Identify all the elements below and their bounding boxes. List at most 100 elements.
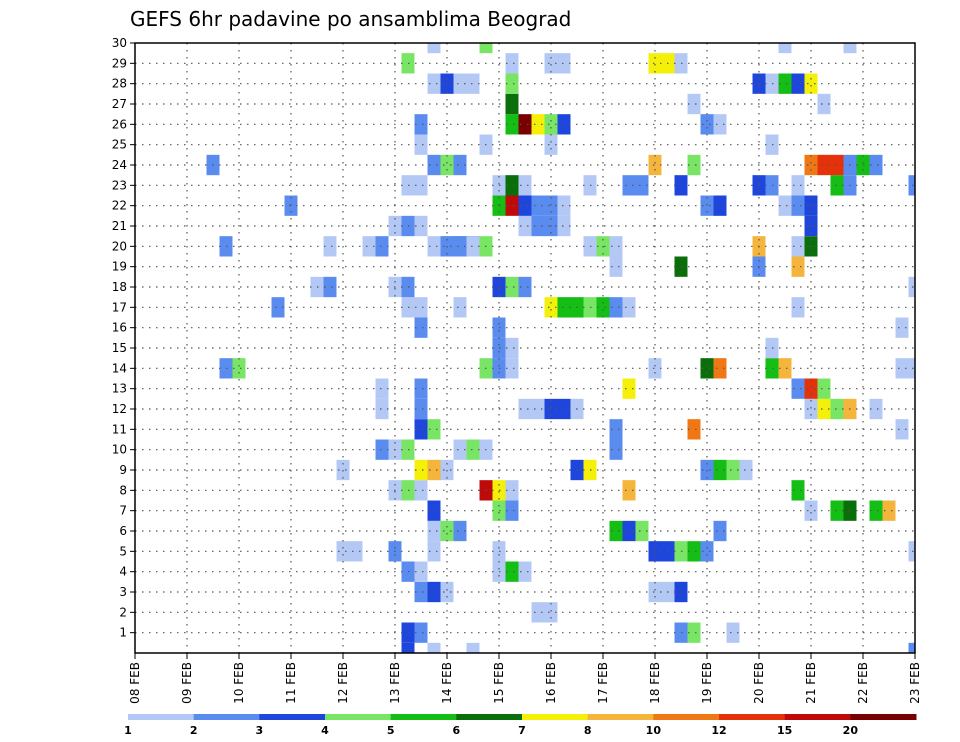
- heatmap-cell: [505, 480, 519, 501]
- heatmap-cell: [414, 114, 428, 135]
- heatmap-cell: [557, 398, 571, 420]
- x-tick-label: 22 FEB: [856, 662, 870, 704]
- heatmap-cell: [791, 195, 805, 216]
- heatmap-cell: [908, 276, 915, 298]
- heatmap-cell: [648, 154, 662, 176]
- x-tick-label: 21 FEB: [804, 662, 818, 704]
- heatmap-cell: [843, 43, 857, 54]
- heatmap-cell: [895, 358, 909, 379]
- heatmap-cell: [427, 459, 441, 481]
- heatmap-cell: [505, 337, 519, 359]
- heatmap-cell: [531, 398, 545, 420]
- heatmap-cell: [700, 358, 714, 379]
- heatmap-cell: [336, 541, 350, 562]
- legend-swatch: [587, 714, 654, 720]
- heatmap-cell: [635, 175, 649, 196]
- y-tick-label: 25: [112, 138, 127, 152]
- heatmap-cell: [427, 419, 441, 440]
- y-tick-label: 21: [112, 219, 127, 233]
- y-tick-label: 2: [119, 605, 127, 619]
- heatmap-cell: [414, 480, 428, 501]
- heatmap-cell: [700, 114, 714, 135]
- x-tick-label: 10 FEB: [232, 662, 246, 704]
- heatmap-cell: [804, 500, 818, 521]
- legend-label: 2: [190, 724, 198, 737]
- heatmap-cell: [648, 358, 662, 379]
- heatmap-cell: [778, 43, 792, 54]
- x-tick-label: 16 FEB: [544, 662, 558, 704]
- legend-swatch: [259, 714, 326, 720]
- x-tick-label: 14 FEB: [440, 662, 454, 704]
- heatmap-cell: [518, 114, 532, 135]
- y-tick-label: 10: [112, 443, 127, 457]
- heatmap-cell: [791, 480, 805, 501]
- heatmap-cell: [414, 622, 428, 643]
- axes: 1234567891011121314151617181920212223242…: [112, 36, 922, 704]
- heatmap-cell: [518, 195, 532, 216]
- heatmap-cell: [505, 114, 519, 135]
- heatmap-cell: [453, 439, 467, 460]
- heatmap-cell: [791, 256, 805, 277]
- heatmap-cell: [414, 378, 428, 399]
- heatmap-cell: [505, 500, 519, 521]
- heatmap-cell: [401, 642, 415, 653]
- heatmap-cell: [375, 236, 389, 257]
- y-tick-label: 24: [112, 158, 127, 172]
- y-tick-label: 14: [112, 361, 127, 375]
- y-tick-label: 23: [112, 178, 127, 192]
- y-tick-label: 9: [119, 463, 127, 477]
- heatmap-cell: [609, 419, 623, 440]
- heatmap-cell: [908, 541, 915, 562]
- heatmap-cell: [427, 541, 441, 562]
- heatmap-cell: [531, 215, 545, 237]
- x-tick-label: 08 FEB: [128, 662, 142, 704]
- heatmap-cell: [427, 500, 441, 521]
- heatmap-cell: [557, 195, 571, 216]
- heatmap-cell: [414, 215, 428, 237]
- heatmap-cell: [453, 297, 467, 318]
- y-tick-label: 30: [112, 36, 127, 50]
- heatmap-cell: [908, 642, 915, 653]
- legend-label: 10: [646, 724, 662, 737]
- heatmap-cell: [778, 358, 792, 379]
- heatmap-cell: [817, 398, 831, 420]
- heatmap-cell: [869, 154, 883, 176]
- heatmap-cell: [817, 93, 831, 115]
- heatmap-cell: [453, 154, 467, 176]
- x-tick-label: 20 FEB: [752, 662, 766, 704]
- legend-label: 6: [453, 724, 461, 737]
- heatmap-cell: [687, 154, 701, 176]
- heatmap-cell: [544, 134, 558, 155]
- heatmap-cell: [440, 154, 454, 176]
- heatmap-cell: [622, 480, 636, 501]
- heatmap-cell: [557, 114, 571, 135]
- heatmap-cell: [427, 43, 441, 54]
- heatmap-cell: [687, 541, 701, 562]
- heatmap-cell: [466, 236, 480, 257]
- heatmap-cell: [557, 53, 571, 74]
- legend-label: 8: [584, 724, 592, 737]
- heatmap-cell: [609, 439, 623, 460]
- x-tick-label: 18 FEB: [648, 662, 662, 704]
- legend-swatch: [390, 714, 457, 720]
- heatmap-cell: [232, 358, 246, 379]
- heatmap-cell: [609, 520, 623, 542]
- heatmap-cell: [414, 561, 428, 582]
- x-tick-label: 17 FEB: [596, 662, 610, 704]
- heatmap-cell: [544, 398, 558, 420]
- heatmap-cell: [544, 114, 558, 135]
- x-tick-label: 23 FEB: [908, 662, 922, 704]
- heatmap-cell: [830, 398, 844, 420]
- heatmap-cell: [804, 378, 818, 399]
- legend-label: 15: [777, 724, 792, 737]
- heatmap-cell: [505, 358, 519, 379]
- heatmap-cell: [505, 175, 519, 196]
- legend-label: 4: [321, 724, 329, 737]
- heatmap-cell: [778, 73, 792, 94]
- x-tick-label: 15 FEB: [492, 662, 506, 704]
- heatmap-cell: [895, 419, 909, 440]
- heatmap-cell: [713, 459, 727, 481]
- heatmap-cell: [882, 500, 896, 521]
- x-tick-label: 09 FEB: [180, 662, 194, 704]
- heatmap-cell: [791, 297, 805, 318]
